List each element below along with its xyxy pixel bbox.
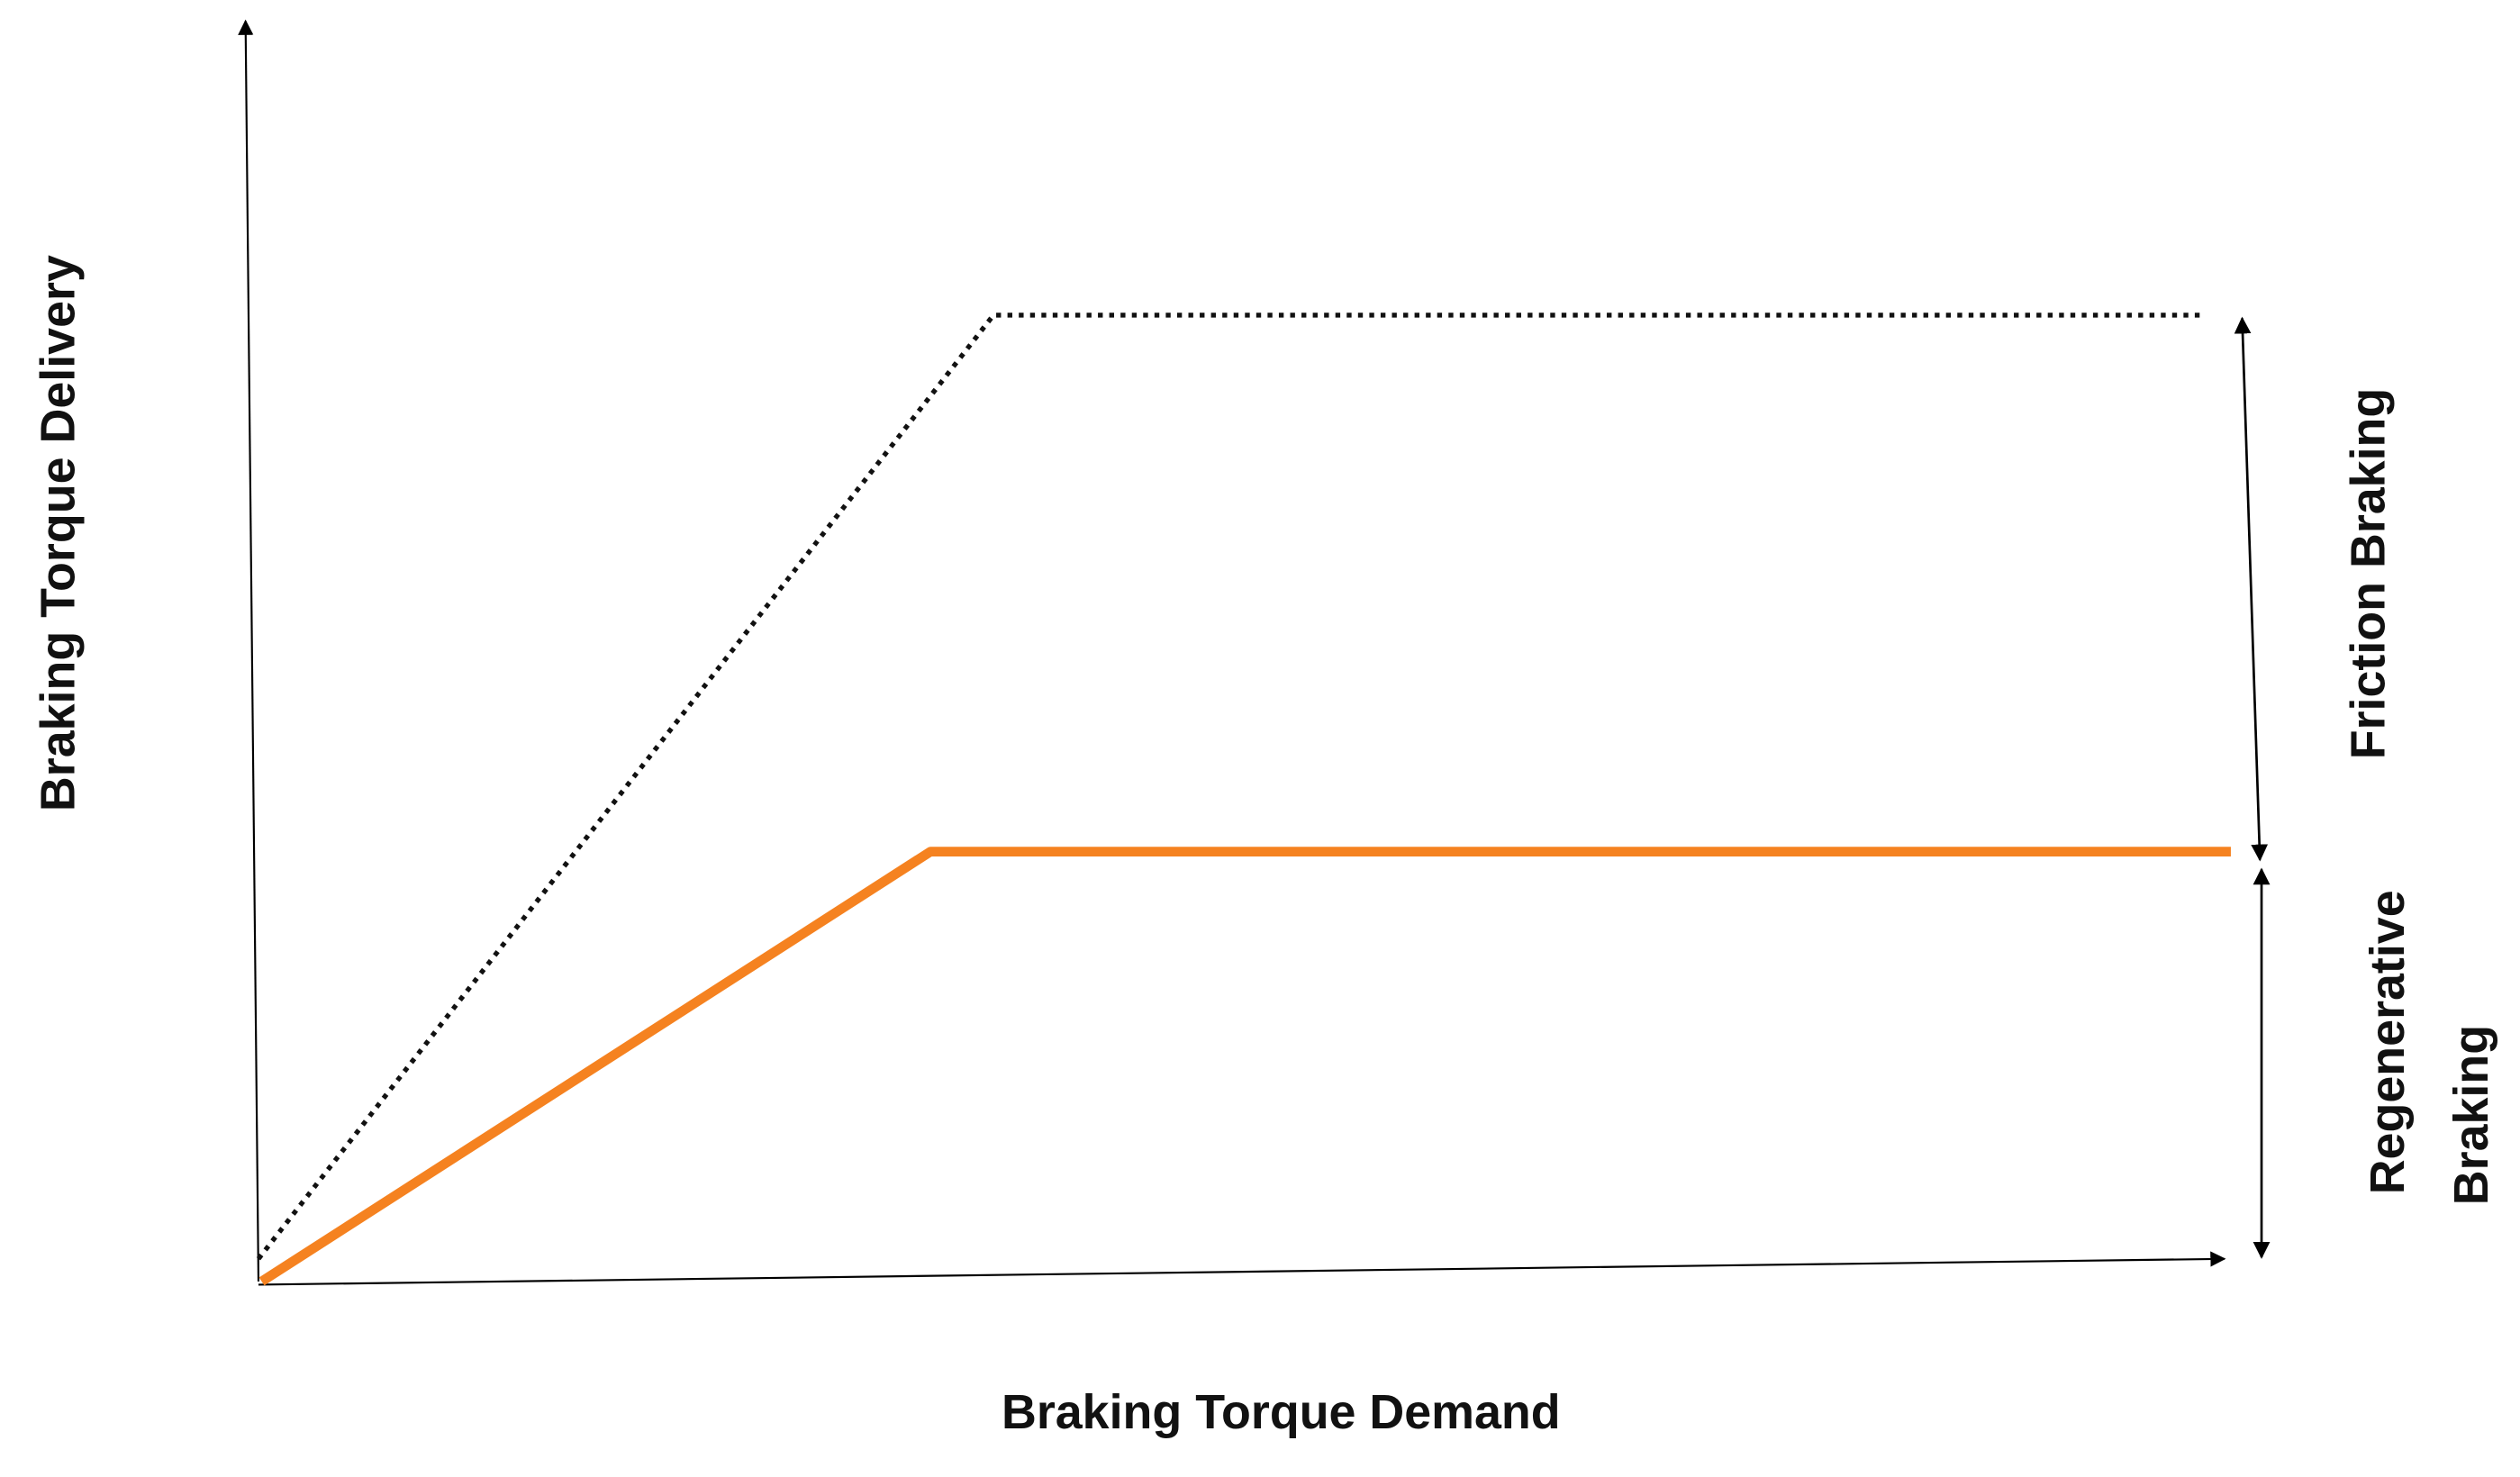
- friction-label: Friction Braking: [2341, 388, 2395, 760]
- x-axis-label: Braking Torque Demand: [1002, 1385, 1561, 1439]
- regenerative-label-line: Braking: [2444, 1025, 2498, 1205]
- regenerative-label-line: Regenerative: [2361, 890, 2415, 1194]
- y-axis: [238, 19, 260, 1282]
- y-axis-label: Braking Torque Delivery: [32, 255, 86, 811]
- friction-range-arrow: [2234, 316, 2269, 862]
- x-axis: [258, 1251, 2226, 1286]
- total-braking-line: [256, 313, 2200, 1261]
- regenerative-line: [258, 847, 2231, 1286]
